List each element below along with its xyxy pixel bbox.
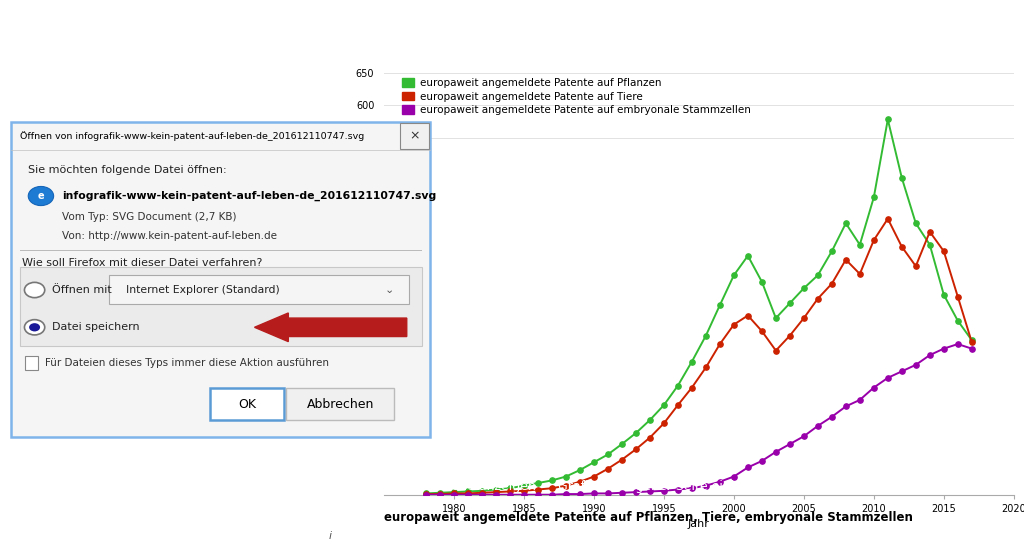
- Text: Internet Explorer (Standard): Internet Explorer (Standard): [126, 285, 280, 295]
- Text: i: i: [329, 532, 332, 541]
- Text: ×: ×: [410, 129, 420, 143]
- Text: europaweit angemeldete Patente auf Pflanzen, Tiere, embryonale Stammzellen: europaweit angemeldete Patente auf Pflan…: [384, 510, 912, 524]
- Circle shape: [29, 323, 40, 331]
- Text: Grafik auf eigener Seite einbinden: Grafik auf eigener Seite einbinden: [558, 480, 773, 492]
- Text: f   share: f share: [248, 499, 291, 508]
- FancyBboxPatch shape: [210, 389, 284, 420]
- Bar: [26, 356, 38, 370]
- Text: infografik-www-kein-patent-auf-leben-de_201612110747.svg: infografik-www-kein-patent-auf-leben-de_…: [62, 191, 436, 201]
- Text: Vom Typ: SVG Document (2,7 KB): Vom Typ: SVG Document (2,7 KB): [62, 212, 237, 222]
- Text: Öffnen mit: Öffnen mit: [51, 285, 112, 295]
- Text: Grafik downloaden: Grafik downloaden: [841, 480, 959, 492]
- Text: 🐦  tweet: 🐦 tweet: [248, 466, 290, 475]
- Text: ⌄: ⌄: [385, 285, 394, 295]
- Text: Öffnen von infografik-www-kein-patent-auf-leben-de_201612110747.svg: Öffnen von infografik-www-kein-patent-au…: [19, 131, 365, 141]
- Text: Für Dateien dieses Typs immer diese Aktion ausführen: Für Dateien dieses Typs immer diese Akti…: [45, 358, 329, 368]
- Circle shape: [25, 282, 45, 297]
- Circle shape: [29, 187, 53, 206]
- Text: OK: OK: [239, 397, 256, 410]
- FancyBboxPatch shape: [109, 276, 409, 304]
- Circle shape: [25, 320, 45, 335]
- FancyBboxPatch shape: [400, 123, 429, 149]
- FancyBboxPatch shape: [11, 122, 430, 437]
- Text: Datei speichern: Datei speichern: [51, 323, 139, 332]
- FancyBboxPatch shape: [287, 389, 394, 420]
- Text: Wie soll Firefox mit dieser Datei verfahren?: Wie soll Firefox mit dieser Datei verfah…: [22, 258, 262, 268]
- Legend: europaweit angemeldete Patente auf Pflanzen, europaweit angemeldete Patente auf : europaweit angemeldete Patente auf Pflan…: [401, 78, 751, 115]
- X-axis label: Jahr: Jahr: [688, 519, 710, 529]
- Text: Von: http://www.kein-patent-auf-leben.de: Von: http://www.kein-patent-auf-leben.de: [62, 230, 278, 240]
- Text: e: e: [38, 191, 44, 201]
- Text: G⁺  share: G⁺ share: [245, 532, 294, 541]
- Bar: [19, 250, 422, 251]
- Text: Sie möchten folgende Datei öffnen:: Sie möchten folgende Datei öffnen:: [29, 164, 227, 174]
- Text: Abbrechen: Abbrechen: [306, 397, 374, 410]
- FancyBboxPatch shape: [19, 267, 422, 347]
- Text: Quellcode anzeigen: Quellcode anzeigen: [413, 480, 536, 492]
- FancyArrow shape: [255, 313, 407, 342]
